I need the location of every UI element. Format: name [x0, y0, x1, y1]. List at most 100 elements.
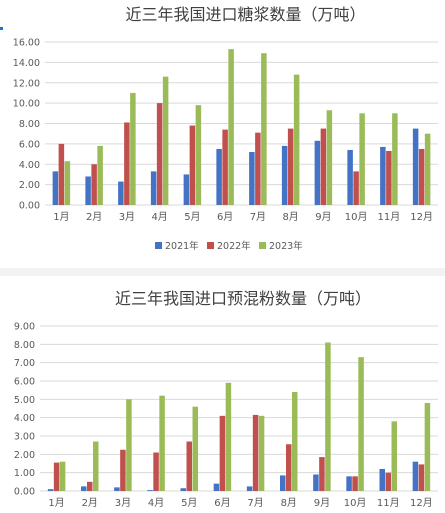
legend-label: 2023年: [269, 240, 303, 252]
bar-2023年-2月: [97, 145, 103, 205]
bar-2023年-12月: [424, 133, 431, 205]
bar-2021年-10月: [347, 149, 353, 205]
y-tick-label: 6.00: [14, 377, 35, 388]
y-tick-label: 16.00: [13, 38, 40, 49]
bar-2023年-6月: [228, 49, 234, 205]
bar-2022年-3月: [120, 449, 126, 491]
bar-2021年-6月: [213, 483, 220, 491]
bar-2021年-9月: [313, 474, 319, 491]
bar-2023年-5月: [192, 406, 198, 491]
bar-2021年-4月: [150, 171, 157, 205]
bar-2022年-1月: [53, 462, 60, 491]
bar-2022年-6月: [222, 129, 228, 205]
x-tick-label: 5月: [181, 497, 197, 509]
x-tick-label: 3月: [119, 211, 135, 223]
bar-2022年-10月: [352, 476, 358, 491]
y-tick-label: 2.00: [19, 180, 40, 191]
bar-2023年-5月: [195, 105, 202, 205]
y-tick-label: 10.00: [13, 99, 40, 110]
bar-2021年-8月: [280, 475, 286, 491]
bar-2021年-7月: [249, 152, 255, 205]
bar-2022年-7月: [255, 132, 261, 205]
y-tick-label: 7.00: [14, 358, 35, 369]
bar-2021年-2月: [81, 486, 87, 491]
bar-2023年-10月: [358, 357, 364, 491]
bar-2023年-2月: [93, 441, 99, 491]
bar-2021年-10月: [346, 476, 352, 491]
y-tick-label: 5.00: [14, 395, 35, 406]
x-tick-label: 7月: [247, 497, 263, 509]
x-tick-label: 1月: [53, 211, 69, 223]
bar-2021年-3月: [118, 181, 124, 205]
y-tick-label: 8.00: [14, 340, 35, 351]
x-tick-label: 11月: [377, 497, 400, 509]
bar-2022年-4月: [156, 103, 163, 205]
bar-2023年-9月: [325, 342, 331, 491]
bar-2023年-1月: [64, 161, 71, 205]
x-tick-label: 8月: [282, 211, 298, 223]
x-tick-label: 5月: [184, 211, 200, 223]
bar-2022年-11月: [385, 472, 391, 491]
bar-2021年-11月: [380, 146, 386, 205]
bar-2022年-5月: [186, 441, 192, 491]
legend-swatch: [155, 242, 162, 249]
legend-swatch: [259, 242, 266, 249]
bar-2023年-4月: [162, 76, 169, 205]
bar-2021年-2月: [85, 176, 91, 205]
bar-2023年-8月: [292, 392, 298, 491]
bar-2022年-8月: [286, 444, 292, 491]
bar-2022年-2月: [87, 481, 93, 491]
bar-2021年-8月: [281, 145, 288, 205]
x-tick-label: 9月: [314, 497, 330, 509]
bar-2023年-8月: [293, 74, 300, 205]
bar-2022年-11月: [386, 151, 392, 205]
y-tick-label: 8.00: [19, 119, 40, 130]
x-tick-label: 6月: [217, 211, 233, 223]
bar-2023年-4月: [159, 395, 165, 491]
bar-2023年-9月: [326, 110, 333, 205]
bar-2022年-5月: [189, 125, 196, 205]
bar-2023年-3月: [130, 92, 136, 205]
bar-2022年-9月: [319, 457, 325, 491]
bar-2022年-12月: [418, 464, 425, 491]
bar-2021年-4月: [147, 490, 153, 491]
bar-2021年-6月: [216, 148, 222, 205]
x-tick-label: 10月: [345, 211, 368, 223]
bar-2021年-12月: [412, 461, 419, 491]
y-tick-label: 6.00: [19, 139, 40, 150]
y-tick-label: 0.00: [19, 201, 40, 212]
bar-2022年-4月: [153, 452, 159, 491]
bar-2021年-5月: [183, 174, 190, 205]
bar-2022年-7月: [252, 414, 259, 491]
y-tick-label: 2.00: [14, 450, 35, 461]
bar-2023年-12月: [424, 403, 431, 491]
bar-2022年-12月: [418, 148, 425, 205]
y-tick-label: 9.00: [14, 322, 35, 333]
x-tick-label: 1月: [48, 497, 64, 509]
bar-2021年-1月: [47, 489, 54, 491]
x-tick-label: 3月: [115, 497, 131, 509]
y-tick-label: 14.00: [13, 58, 40, 69]
bar-2021年-7月: [246, 486, 253, 491]
bar-2021年-11月: [379, 469, 385, 491]
x-tick-label: 6月: [214, 497, 230, 509]
bar-2022年-3月: [124, 122, 130, 205]
bar-2023年-11月: [391, 421, 397, 491]
chart-divider: [0, 268, 445, 276]
premix-chart-svg: 近三年我国进口预混粉数量（万吨） 0.00 1.00 2.00 3.00 4.00 5.00…: [14, 289, 438, 509]
bar-2021年-5月: [180, 488, 186, 491]
x-tick-label: 12月: [410, 497, 433, 509]
x-tick-label: 10月: [344, 497, 367, 509]
chart-title: 近三年我国进口预混粉数量（万吨）: [115, 289, 371, 308]
bar-2023年-11月: [392, 113, 398, 205]
premix-import-chart: 近三年我国进口预混粉数量（万吨） 0.00 1.00 2.00 3.00 4.00 5.00…: [0, 276, 445, 513]
bar-2022年-1月: [58, 143, 65, 205]
x-tick-label: 8月: [281, 497, 297, 509]
bar-2021年-9月: [314, 140, 321, 205]
x-tick-label: 7月: [250, 211, 266, 223]
bar-2021年-3月: [114, 487, 120, 491]
syrup-chart-svg: 近三年我国进口糖浆数量（万吨） 0.00 2.00 4.00 6.00 8.00 10.00…: [13, 5, 438, 252]
y-tick-label: 4.00: [19, 160, 40, 171]
bar-2023年-1月: [59, 461, 66, 491]
x-tick-label: 4月: [151, 211, 167, 223]
